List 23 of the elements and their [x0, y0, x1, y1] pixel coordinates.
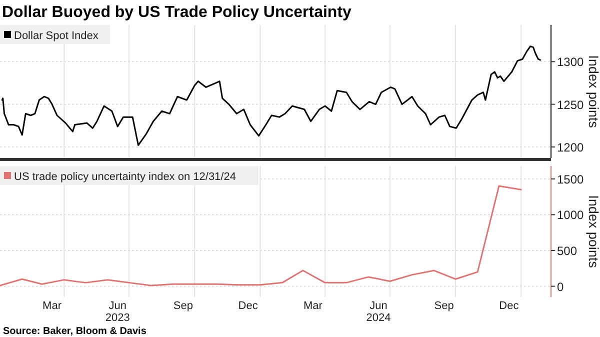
y-axis-title: Index points	[586, 195, 600, 268]
y-axis-title: Index points	[586, 55, 600, 128]
source-note: Source: Baker, Bloom & Davis	[3, 326, 147, 337]
x-tick-label: Dec	[238, 300, 258, 312]
y-tick-label: 1250	[557, 98, 584, 112]
y-tick-label: 1300	[557, 55, 584, 70]
y-tick-label: 1200	[557, 140, 584, 154]
chart-title: Dollar Buoyed by US Trade Policy Uncertainty	[2, 4, 352, 21]
x-tick-label: Sep	[173, 300, 193, 312]
x-tick-label: Jun 2023	[105, 300, 130, 324]
y-tick-label: 500	[557, 244, 578, 258]
y-tick-label: 1500	[557, 172, 584, 186]
x-tick-label: Mar	[303, 300, 323, 312]
y-tick-label: 1000	[557, 208, 584, 222]
y-tick-label: 0	[557, 280, 564, 294]
x-tick-label: Mar	[42, 300, 62, 312]
legend-label: Dollar Spot Index	[14, 30, 99, 42]
legend-label: US trade policy uncertainty index on 12/31/24	[14, 171, 236, 183]
x-tick-label: Jun 2024	[366, 300, 391, 324]
x-tick-label: Dec	[499, 300, 520, 312]
line-series	[0, 185, 522, 286]
line-series	[1, 46, 542, 146]
x-tick-label: Sep	[434, 300, 454, 312]
